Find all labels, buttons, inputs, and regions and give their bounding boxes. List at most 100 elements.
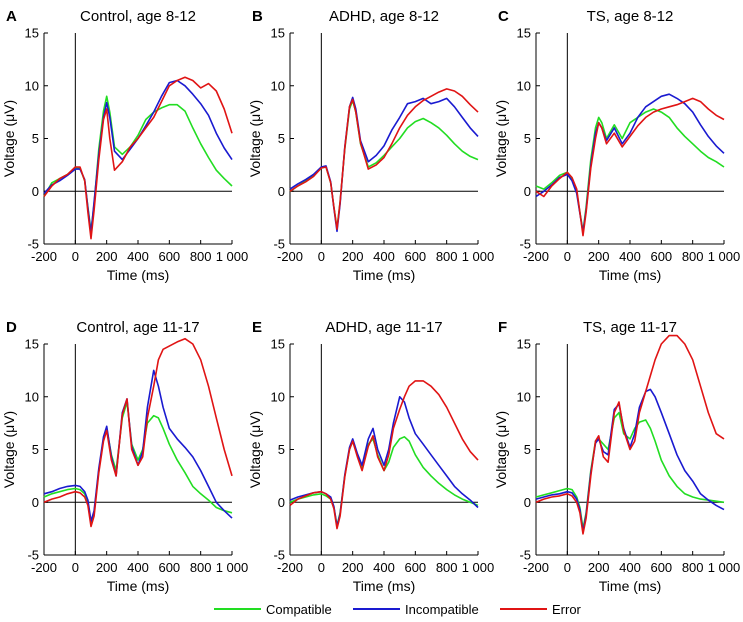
panel-title: ADHD, age 11-17 <box>325 319 442 336</box>
x-tick-label: 0 <box>318 249 325 264</box>
x-tick-label: 0 <box>564 249 571 264</box>
x-tick-label: 0 <box>318 560 325 575</box>
y-axis-label: Voltage (μV) <box>493 411 509 488</box>
panel-a: -5 0 5 10 15 -200 0 200 400 600 800 1 000 Time (ms) V… <box>1 8 248 283</box>
x-tick-label: 200 <box>96 560 118 575</box>
panel-title: ADHD, age 8-12 <box>329 8 439 25</box>
y-tick-label: 0 <box>524 495 531 510</box>
x-tick-label: 600 <box>650 560 672 575</box>
panel-letter: E <box>252 319 262 336</box>
panel-title: TS, age 8-12 <box>587 8 674 25</box>
y-tick-label: 5 <box>32 131 39 146</box>
y-tick-label: 10 <box>25 78 39 93</box>
x-tick-label: 600 <box>650 249 672 264</box>
y-tick-label: 5 <box>32 442 39 457</box>
y-axis-label: Voltage (μV) <box>1 411 17 488</box>
x-tick-label: 800 <box>682 560 704 575</box>
legend-label-compatible: Compatible <box>266 602 332 617</box>
x-tick-label: -200 <box>277 249 303 264</box>
x-tick-label: 800 <box>190 249 212 264</box>
x-tick-label: -200 <box>523 249 549 264</box>
y-axis-label: Voltage (μV) <box>247 411 263 488</box>
legend: Compatible Incompatible Error <box>214 602 582 617</box>
y-tick-label: 5 <box>524 442 531 457</box>
y-tick-label: 15 <box>517 26 531 41</box>
series-line-error <box>43 337 233 528</box>
y-tick-label: -5 <box>27 237 39 252</box>
legend-label-error: Error <box>552 602 582 617</box>
y-tick-label: -5 <box>273 237 285 252</box>
y-tick-label: 10 <box>517 389 531 404</box>
x-tick-label: 0 <box>72 560 79 575</box>
y-tick-label: 0 <box>278 184 285 199</box>
y-tick-label: 10 <box>271 389 285 404</box>
series-line-error <box>535 334 725 535</box>
y-tick-label: 15 <box>25 337 39 352</box>
series-line-incompatible <box>43 369 233 523</box>
y-axis-label: Voltage (μV) <box>1 100 17 177</box>
x-tick-label: 800 <box>436 560 458 575</box>
panel-e: -5 0 5 10 15 -200 0 200 400 600 800 1 000 Time (ms) V… <box>247 319 494 594</box>
y-tick-label: -5 <box>273 548 285 563</box>
x-axis-label: Time (ms) <box>353 267 415 283</box>
y-tick-label: 15 <box>517 337 531 352</box>
x-tick-label: 400 <box>619 249 641 264</box>
x-tick-label: 200 <box>588 249 610 264</box>
panel-letter: D <box>6 319 17 336</box>
x-tick-label: 1 000 <box>216 249 249 264</box>
legend-label-incompatible: Incompatible <box>405 602 479 617</box>
panel-letter: B <box>252 8 263 25</box>
series-line-incompatible <box>289 395 479 528</box>
x-tick-label: 600 <box>158 249 180 264</box>
x-tick-label: 600 <box>404 560 426 575</box>
x-tick-label: 200 <box>342 560 364 575</box>
x-tick-label: -200 <box>31 560 57 575</box>
panel-title: TS, age 11-17 <box>583 319 677 336</box>
x-tick-label: 200 <box>96 249 118 264</box>
x-tick-label: -200 <box>277 560 303 575</box>
series-line-compatible <box>535 411 725 530</box>
panel-f: -5 0 5 10 15 -200 0 200 400 600 800 1 000 Time (ms) V… <box>493 319 740 594</box>
series-line-error <box>289 380 479 530</box>
series-line-compatible <box>43 95 233 233</box>
y-tick-label: 5 <box>278 442 285 457</box>
x-tick-label: 400 <box>127 249 149 264</box>
x-tick-label: 800 <box>436 249 458 264</box>
x-tick-label: 800 <box>682 249 704 264</box>
y-tick-label: 0 <box>32 184 39 199</box>
x-axis-label: Time (ms) <box>599 578 661 594</box>
x-tick-label: -200 <box>31 249 57 264</box>
series-line-incompatible <box>535 388 725 533</box>
panel-b: -5 0 5 10 15 -200 0 200 400 600 800 1 000 Time (ms) V… <box>247 8 494 283</box>
x-tick-label: 200 <box>588 560 610 575</box>
series-line-compatible <box>43 401 233 525</box>
x-tick-label: 1 000 <box>216 560 249 575</box>
series-line-incompatible <box>289 96 479 233</box>
series-line-error <box>535 97 725 237</box>
x-tick-label: 400 <box>373 560 395 575</box>
x-tick-label: 400 <box>619 560 641 575</box>
x-tick-label: 200 <box>342 249 364 264</box>
series-line-incompatible <box>43 79 233 235</box>
y-tick-label: 10 <box>271 78 285 93</box>
series-line-compatible <box>289 99 479 229</box>
y-axis-label: Voltage (μV) <box>247 100 263 177</box>
y-tick-label: 15 <box>25 26 39 41</box>
y-tick-label: -5 <box>519 237 531 252</box>
y-tick-label: 0 <box>278 495 285 510</box>
panel-d: -5 0 5 10 15 -200 0 200 400 600 800 1 000 Time (ms) V… <box>1 319 248 594</box>
panel-letter: F <box>498 319 507 336</box>
y-tick-label: 10 <box>517 78 531 93</box>
x-tick-label: 800 <box>190 560 212 575</box>
y-tick-label: 0 <box>524 184 531 199</box>
x-axis-label: Time (ms) <box>599 267 661 283</box>
x-tick-label: 1 000 <box>708 560 741 575</box>
series-line-error <box>289 88 479 230</box>
y-tick-label: 15 <box>271 26 285 41</box>
x-tick-label: 400 <box>127 560 149 575</box>
series-line-incompatible <box>535 93 725 234</box>
series-line-error <box>43 76 233 240</box>
panel-letter: A <box>6 8 17 25</box>
series-line-compatible <box>535 108 725 233</box>
x-axis-label: Time (ms) <box>107 267 169 283</box>
